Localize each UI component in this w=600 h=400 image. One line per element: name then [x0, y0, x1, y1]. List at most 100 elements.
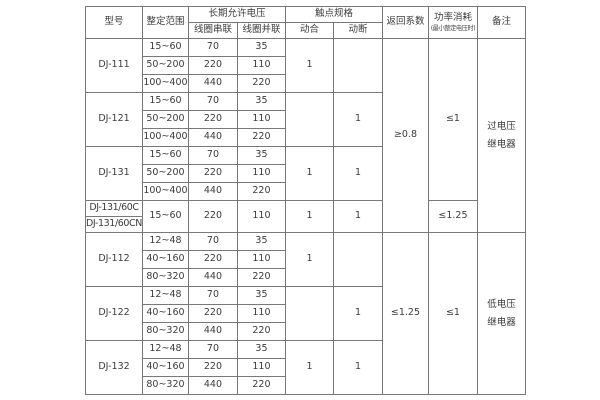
- range-cell: 12~48: [141, 286, 189, 305]
- return-coef-cell: ≤1.25: [381, 232, 429, 395]
- col-header-model: 型号: [85, 6, 143, 39]
- remark-line-1: 过电压: [487, 120, 516, 132]
- table-row: 80~320 440 220: [86, 376, 526, 395]
- voltage-series-cell: 220: [187, 56, 238, 75]
- table-row: 40~160 220 110: [86, 358, 526, 377]
- voltage-series-cell: 440: [187, 322, 238, 341]
- voltage-series-cell: 220: [187, 358, 238, 377]
- voltage-parallel-cell: 35: [236, 232, 286, 251]
- range-cell: 80~320: [141, 376, 189, 395]
- col-header-remark: 备注: [476, 6, 526, 39]
- voltage-series-cell: 70: [187, 38, 238, 57]
- voltage-parallel-cell: 110: [236, 250, 286, 269]
- voltage-parallel-cell: 110: [236, 304, 286, 323]
- voltage-parallel-cell: 110: [236, 358, 286, 377]
- range-cell: 100~400: [141, 182, 189, 201]
- range-cell: 12~48: [141, 340, 189, 359]
- model-cell: DJ-131/60C: [85, 200, 143, 217]
- model-cell: DJ-132: [85, 340, 143, 395]
- remark-line-2: 继电器: [487, 316, 516, 328]
- voltage-parallel-cell: 220: [236, 322, 286, 341]
- contact-make-cell: 1: [284, 146, 334, 201]
- header-row-2: 线圈串联 线圈并联 动合 动断: [86, 22, 526, 39]
- col-header-contact-break: 动断: [332, 22, 383, 39]
- col-header-contact-make: 动合: [284, 22, 334, 39]
- voltage-series-cell: 220: [187, 250, 238, 269]
- range-cell: 100~400: [141, 74, 189, 93]
- remark-line-1: 低电压: [487, 298, 516, 310]
- contact-break-cell: 1: [332, 340, 383, 395]
- range-cell: 15~60: [141, 200, 189, 233]
- remark-cell: 低电压 继电器: [476, 232, 526, 395]
- contact-make-cell: 1: [284, 38, 334, 93]
- voltage-series-cell: 440: [187, 376, 238, 395]
- range-cell: 80~320: [141, 322, 189, 341]
- voltage-parallel-cell: 110: [236, 56, 286, 75]
- range-cell: 40~160: [141, 250, 189, 269]
- contact-make-cell: 1: [284, 200, 334, 233]
- col-header-contact-group: 触点规格: [284, 6, 383, 23]
- range-cell: 100~400: [141, 128, 189, 147]
- voltage-series-cell: 70: [187, 146, 238, 165]
- col-header-range: 整定范围: [141, 6, 189, 39]
- col-header-coil-parallel: 线圈并联: [236, 22, 286, 39]
- table-row: DJ-111 15~60 70 35 1 ≥0.8 ≤1 过电压 继电器: [85, 38, 526, 233]
- voltage-parallel-cell: 220: [236, 182, 286, 201]
- model-cell: DJ-111: [85, 38, 143, 93]
- range-cell: 50~200: [141, 56, 189, 75]
- voltage-parallel-cell: 110: [236, 200, 286, 233]
- voltage-parallel-cell: 220: [236, 376, 286, 395]
- model-cell: DJ-122: [85, 286, 143, 341]
- range-cell: 15~60: [141, 38, 189, 57]
- voltage-parallel-cell: 35: [236, 340, 286, 359]
- table-row: 50~200 220 110: [86, 164, 526, 183]
- voltage-parallel-cell: 110: [236, 164, 286, 183]
- table-row: 100~400 440 220: [86, 182, 526, 201]
- table-row: DJ-112 12~48 70 35 1 ≤1.25 ≤1 低电压 继电器: [85, 232, 526, 395]
- table-row: 40~160 220 110: [86, 250, 526, 269]
- contact-break-cell: 1: [332, 200, 383, 233]
- contact-make-cell: 1: [284, 232, 334, 287]
- voltage-parallel-cell: 35: [236, 146, 286, 165]
- contact-break-cell: 1: [332, 286, 383, 341]
- contact-break-cell: 1: [332, 92, 383, 147]
- range-cell: 15~60: [141, 146, 189, 165]
- voltage-parallel-cell: 35: [236, 286, 286, 305]
- voltage-series-cell: 220: [187, 110, 238, 129]
- range-cell: 80~320: [141, 268, 189, 287]
- voltage-series-cell: 440: [187, 268, 238, 287]
- range-cell: 50~200: [141, 110, 189, 129]
- contact-break-cell: [332, 232, 383, 287]
- range-cell: 15~60: [141, 92, 189, 111]
- contact-make-cell: [284, 286, 334, 341]
- voltage-series-cell: 70: [187, 232, 238, 251]
- power-header-note: (最小整定电压时): [430, 24, 476, 32]
- voltage-series-cell: 70: [187, 92, 238, 111]
- voltage-series-cell: 440: [187, 128, 238, 147]
- relay-spec-table: 型号 整定范围 长期允许电压 触点规格 返回系数 功率消耗 (最小整定电压时) …: [85, 6, 526, 395]
- contact-make-cell: 1: [284, 340, 334, 395]
- power-cell: ≤1: [427, 232, 478, 395]
- power-header-title: 功率消耗: [433, 11, 472, 23]
- voltage-parallel-cell: 35: [236, 38, 286, 57]
- voltage-parallel-cell: 220: [236, 74, 286, 93]
- model-cell: DJ-121: [85, 92, 143, 147]
- model-cell: DJ-112: [85, 232, 143, 287]
- model-cell: DJ-131/60CN: [85, 216, 143, 233]
- contact-make-cell: [284, 92, 334, 147]
- power-cell: ≤1.25: [427, 200, 478, 233]
- header-row-1: 型号 整定范围 长期允许电压 触点规格 返回系数 功率消耗 (最小整定电压时) …: [85, 6, 526, 39]
- return-coef-cell: ≥0.8: [381, 38, 429, 233]
- remark-cell: 过电压 继电器: [476, 38, 526, 233]
- voltage-series-cell: 220: [187, 200, 238, 233]
- col-header-power: 功率消耗 (最小整定电压时): [427, 6, 478, 39]
- table-row: DJ-132 12~48 70 35 1 1: [85, 340, 526, 395]
- voltage-series-cell: 70: [187, 286, 238, 305]
- voltage-series-cell: 440: [187, 182, 238, 201]
- voltage-parallel-cell: 35: [236, 92, 286, 111]
- power-cell: ≤1: [427, 38, 478, 201]
- table-row: 100~400 440 220: [86, 74, 526, 93]
- col-header-voltage-group: 长期允许电压: [187, 6, 286, 23]
- range-cell: 50~200: [141, 164, 189, 183]
- model-cell: DJ-131: [85, 146, 143, 201]
